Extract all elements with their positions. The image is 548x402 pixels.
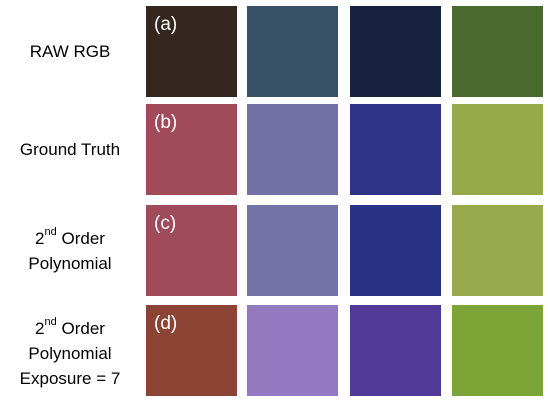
- label-rest: Order: [56, 228, 105, 248]
- panel-tag: (d): [154, 313, 178, 334]
- color-swatch-r1-c4: [452, 6, 543, 97]
- row-label-1: RAW RGB: [0, 6, 140, 97]
- color-swatch-r3-c4: [452, 205, 543, 296]
- color-swatch-r3-c3: [350, 205, 441, 296]
- color-swatch-r4-c2: [247, 305, 338, 396]
- row-label-line: 2nd Order: [35, 226, 105, 251]
- row-label-4: 2nd Order Polynomial Exposure = 7: [0, 305, 140, 402]
- color-swatch-r1-c2: [247, 6, 338, 97]
- color-swatch-r4-c4: [452, 305, 543, 396]
- row-label-line: Ground Truth: [19, 140, 121, 159]
- color-swatch-r1-c1: (a): [146, 6, 237, 97]
- row-label-2: Ground Truth: [0, 104, 140, 195]
- panel-tag: (b): [154, 112, 178, 133]
- ordinal-suffix: nd: [44, 225, 57, 238]
- color-swatch-r4-c1: (d): [146, 305, 237, 396]
- color-swatch-r3-c1: (c): [146, 205, 237, 296]
- color-swatch-r2-c4: [452, 104, 543, 195]
- panel-tag: (a): [154, 14, 178, 35]
- color-swatch-r1-c3: [350, 6, 441, 97]
- color-swatch-r4-c3: [350, 305, 441, 396]
- ordinal-number: 2: [35, 228, 45, 248]
- row-label-line: Polynomial: [28, 344, 112, 363]
- color-swatch-r3-c2: [247, 205, 338, 296]
- ordinal-number: 2: [35, 319, 45, 338]
- row-label-3: 2nd Order Polynomial: [0, 205, 140, 296]
- panel-tag: (c): [154, 213, 177, 234]
- color-swatch-r2-c1: (b): [146, 104, 237, 195]
- row-label-line: RAW RGB: [29, 42, 111, 61]
- row-label-line: 2nd Order: [35, 316, 105, 341]
- row-label-line: Exposure = 7: [19, 369, 121, 388]
- color-swatch-r2-c2: [247, 104, 338, 195]
- ordinal-suffix: nd: [44, 316, 57, 329]
- label-rest: Order: [56, 319, 105, 338]
- row-label-line: Polynomial: [28, 253, 112, 273]
- color-swatch-r2-c3: [350, 104, 441, 195]
